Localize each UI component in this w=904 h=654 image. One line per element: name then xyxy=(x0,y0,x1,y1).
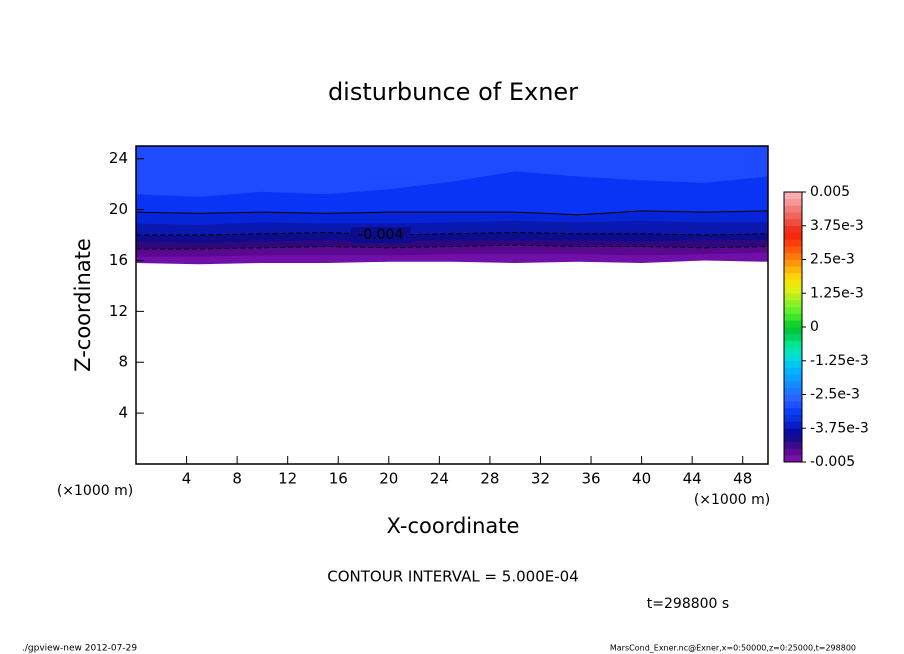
colorbar-band xyxy=(784,435,802,443)
plot-frame xyxy=(135,145,769,465)
colorbar-band xyxy=(784,374,802,382)
x-tick-label: 8 xyxy=(232,470,242,488)
x-tick-label: 32 xyxy=(531,470,550,488)
contour-line xyxy=(136,231,769,236)
footer: ./gpview-new 2012-07-29 xyxy=(22,644,137,654)
colorbar-band xyxy=(784,381,802,389)
x-tick-label: 12 xyxy=(278,470,297,488)
colorbar-band xyxy=(784,219,802,227)
colorbar-tick-label: 0.005 xyxy=(810,184,850,200)
x-tick-label: 44 xyxy=(683,470,702,488)
contour-interval: CONTOUR INTERVAL = 5.000E-04 xyxy=(327,568,578,586)
colorbar-band xyxy=(784,347,802,355)
colorbar-tick-label: -0.005 xyxy=(810,454,855,470)
colorbar-band xyxy=(784,421,802,429)
colorbar-band xyxy=(784,246,802,254)
x-tick-label: 20 xyxy=(379,470,398,488)
colorbar-band xyxy=(784,313,802,321)
colorbar-band xyxy=(784,340,802,348)
colorbar-tick-label: -1.25e-3 xyxy=(810,353,869,369)
x-unit: (×1000 m) xyxy=(694,492,770,508)
chart-title: disturbunce of Exner xyxy=(328,78,578,106)
colorbar-band xyxy=(784,192,802,200)
colorbar-band xyxy=(784,448,802,456)
time-label: t=298800 s xyxy=(647,596,729,612)
colorbar-band xyxy=(784,320,802,328)
colorbar-band xyxy=(784,300,802,308)
colorbar-band xyxy=(784,428,802,436)
colorbar-tick-label: -3.75e-3 xyxy=(810,420,869,436)
colorbar-tick-label: 2.5e-3 xyxy=(810,252,855,268)
colorbar-tick-label: 3.75e-3 xyxy=(810,218,864,234)
x-axis-label: X-coordinate xyxy=(387,514,520,538)
x-tick-label: 40 xyxy=(632,470,651,488)
colorbar-tick-label: 0 xyxy=(810,319,819,335)
y-axis-label: Z-coordinate xyxy=(71,238,95,372)
footer: MarsCond_Exner.nc@Exner,x=0:50000,z=0:25… xyxy=(610,644,856,653)
y-tick-label: 4 xyxy=(118,404,128,422)
colorbar-band xyxy=(784,327,802,335)
contour-label-bg xyxy=(350,227,411,244)
colorbar-band xyxy=(784,239,802,247)
colorbar-tick-label: 1.25e-3 xyxy=(810,285,864,301)
colorbar-band xyxy=(784,266,802,274)
colorbar-band xyxy=(784,367,802,375)
colorbar-band xyxy=(784,293,802,301)
colorbar-band xyxy=(784,408,802,416)
colorbar-band xyxy=(784,232,802,240)
colorbar-band xyxy=(784,387,802,395)
x-tick-label: 24 xyxy=(430,470,449,488)
y-tick-label: 16 xyxy=(109,251,128,269)
y-tick-label: 12 xyxy=(109,302,128,320)
colorbar-band xyxy=(784,198,802,206)
x-tick-label: 28 xyxy=(480,470,499,488)
colorbar-band xyxy=(784,273,802,281)
x-tick-label: 48 xyxy=(733,470,752,488)
colorbar-band xyxy=(784,455,802,463)
contour-line xyxy=(135,210,769,216)
colorbar-band xyxy=(784,279,802,287)
colorbar-band xyxy=(784,360,802,368)
y-tick-label: 20 xyxy=(109,200,128,218)
contour-label: -0.004 xyxy=(358,227,403,243)
colorbar-band xyxy=(784,205,802,213)
colorbar-band xyxy=(784,401,802,409)
colorbar-band xyxy=(784,225,802,233)
colorbar-band xyxy=(784,252,802,260)
x-unit: (×1000 m) xyxy=(57,483,133,499)
colorbar-band xyxy=(784,286,802,294)
colorbar-tick-label: -2.5e-3 xyxy=(810,387,860,403)
x-tick-label: 4 xyxy=(182,470,192,488)
colorbar-band xyxy=(784,354,802,362)
x-tick-label: 16 xyxy=(329,470,348,488)
mask-region xyxy=(136,260,768,464)
colorbar-band xyxy=(784,394,802,402)
x-tick-label: 36 xyxy=(581,470,600,488)
colorbar-band xyxy=(784,441,802,449)
y-tick-label: 8 xyxy=(118,353,128,371)
colorbar-band xyxy=(784,414,802,422)
y-tick-label: 24 xyxy=(109,149,128,167)
colorbar-band xyxy=(784,212,802,220)
colorbar-band xyxy=(784,333,802,341)
contour-line xyxy=(136,244,769,250)
colorbar-band xyxy=(784,306,802,314)
colorbar-band xyxy=(784,259,802,267)
